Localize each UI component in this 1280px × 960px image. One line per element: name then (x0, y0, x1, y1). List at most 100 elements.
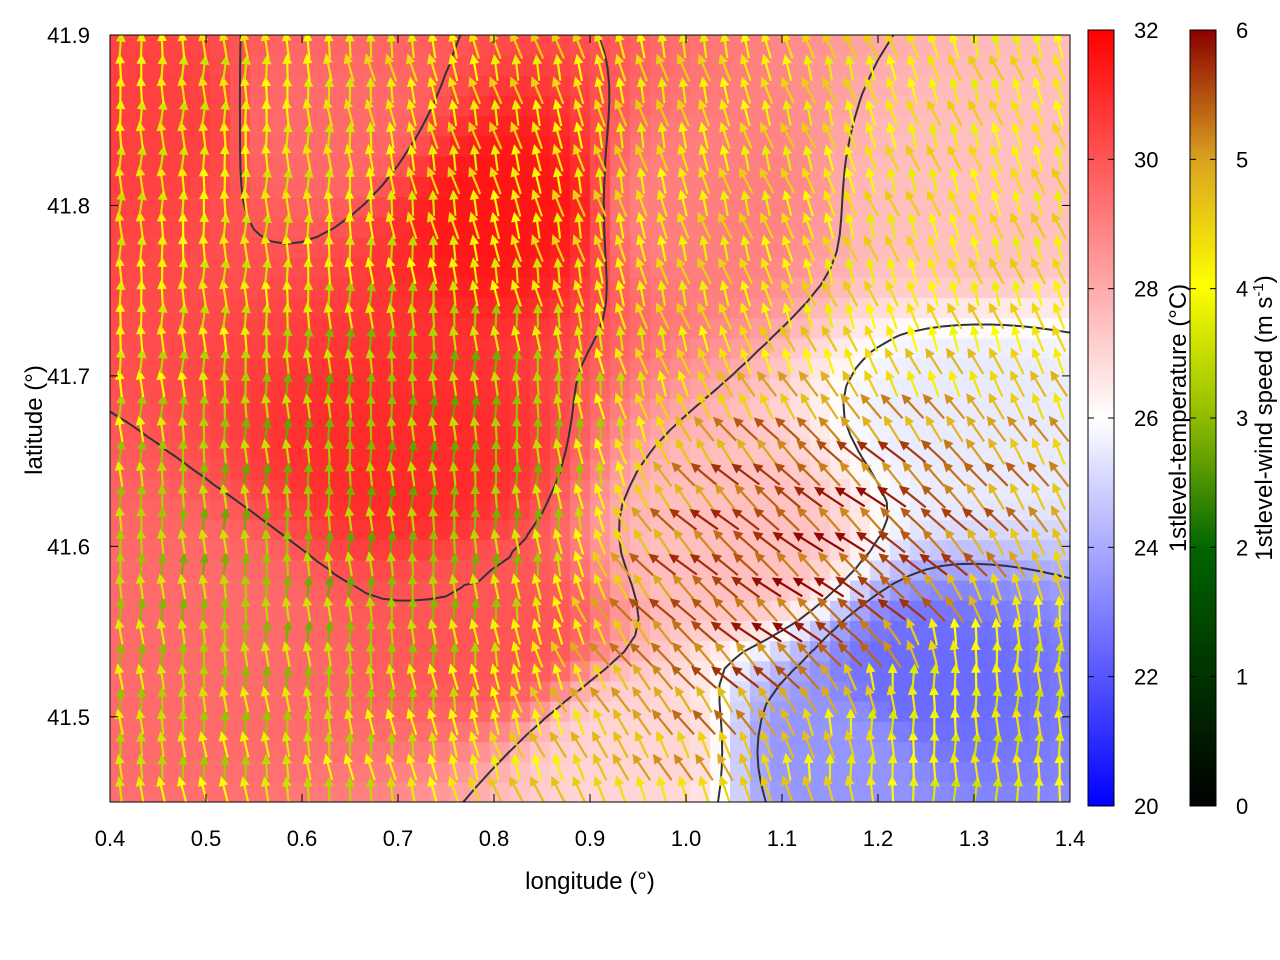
heatmap-cell (470, 216, 491, 238)
heatmap-cell (650, 135, 671, 157)
heatmap-cell (370, 458, 391, 480)
heatmap-cell (230, 680, 251, 702)
heatmap-cell (310, 519, 331, 541)
heatmap-cell (590, 357, 611, 379)
heatmap-cell (390, 357, 411, 379)
heatmap-cell (370, 257, 391, 278)
heatmap-cell (190, 438, 211, 460)
heatmap-cell (370, 55, 391, 76)
heatmap-cell (890, 378, 911, 399)
heatmap-cell (950, 600, 971, 621)
heatmap-cell (390, 216, 411, 238)
heatmap-cell (850, 55, 871, 76)
heatmap-cell (430, 357, 451, 379)
heatmap-cell (430, 196, 451, 218)
heatmap-cell (410, 579, 431, 601)
heatmap-cell (950, 216, 971, 238)
heatmap-cell (610, 398, 631, 420)
heatmap-cell (510, 378, 531, 399)
heatmap-cell (170, 741, 191, 763)
heatmap-cell (350, 539, 371, 561)
heatmap-cell (910, 680, 931, 702)
heatmap-cell (890, 761, 911, 783)
heatmap-cell (390, 701, 411, 722)
heatmap-cell (250, 135, 271, 157)
heatmap-cell (830, 579, 851, 601)
heatmap-cell (310, 781, 331, 802)
heatmap-cell (390, 378, 411, 399)
heatmap-cell (150, 378, 171, 399)
heatmap-cell (750, 761, 771, 783)
heatmap-cell (130, 236, 151, 258)
heatmap-cell (230, 378, 251, 399)
heatmap-cell (770, 357, 791, 379)
heatmap-cell (750, 499, 771, 521)
heatmap-cell (850, 115, 871, 137)
heatmap-cell (910, 277, 931, 298)
heatmap-cell (390, 559, 411, 581)
heatmap-cell (150, 196, 171, 218)
heatmap-cell (430, 257, 451, 278)
heatmap-cell (310, 559, 331, 581)
heatmap-cell (890, 196, 911, 218)
heatmap-cell (190, 761, 211, 783)
heatmap-cell (990, 499, 1011, 521)
heatmap-cell (350, 257, 371, 278)
heatmap-cell (530, 761, 551, 783)
heatmap-cell (910, 115, 931, 137)
heatmap-cell (310, 357, 331, 379)
heatmap-cell (190, 317, 211, 339)
heatmap-cell (710, 418, 731, 440)
heatmap-cell (430, 297, 451, 319)
heatmap-cell (950, 438, 971, 460)
heatmap-cell (910, 640, 931, 662)
heatmap-cell (570, 257, 591, 278)
heatmap-cell (890, 135, 911, 157)
heatmap-cell (850, 701, 871, 722)
heatmap-cell (870, 115, 891, 137)
heatmap-cell (290, 297, 311, 319)
heatmap-cell (270, 257, 291, 278)
heatmap-cell (330, 378, 351, 399)
heatmap-cell (930, 680, 951, 702)
heatmap-cell (310, 579, 331, 601)
heatmap-cell (930, 519, 951, 541)
heatmap-cell (830, 781, 851, 802)
heatmap-cell (390, 519, 411, 541)
heatmap-cell (350, 75, 371, 97)
heatmap-cell (730, 216, 751, 238)
heatmap-cell (990, 458, 1011, 480)
heatmap-cell (330, 35, 351, 56)
heatmap-cell (510, 438, 531, 460)
heatmap-cell (970, 438, 991, 460)
heatmap-cell (270, 660, 291, 682)
heatmap-cell (870, 216, 891, 238)
heatmap-cell (170, 438, 191, 460)
heatmap-cell (370, 499, 391, 521)
heatmap-cell (550, 418, 571, 440)
heatmap-cell (490, 115, 511, 137)
heatmap-cell (450, 95, 471, 117)
heatmap-cell (170, 539, 191, 561)
heatmap-cell (650, 579, 671, 601)
heatmap-cell (390, 458, 411, 480)
heatmap-cell (350, 519, 371, 541)
heatmap-cell (710, 579, 731, 601)
heatmap-cell (490, 539, 511, 561)
heatmap-cell (490, 600, 511, 621)
heatmap-cell (730, 418, 751, 440)
heatmap-cell (150, 499, 171, 521)
heatmap-cell (630, 519, 651, 541)
heatmap-cell (270, 196, 291, 218)
heatmap-cell (1010, 196, 1031, 218)
heatmap-cell (430, 741, 451, 763)
heatmap-cell (370, 781, 391, 802)
heatmap-cell (130, 337, 151, 359)
heatmap-cell (270, 680, 291, 702)
heatmap-cell (330, 761, 351, 783)
heatmap-cell (230, 640, 251, 662)
heatmap-cell (330, 156, 351, 177)
heatmap-cell (250, 660, 271, 682)
heatmap-cell (390, 55, 411, 76)
heatmap-cell (1010, 721, 1031, 743)
